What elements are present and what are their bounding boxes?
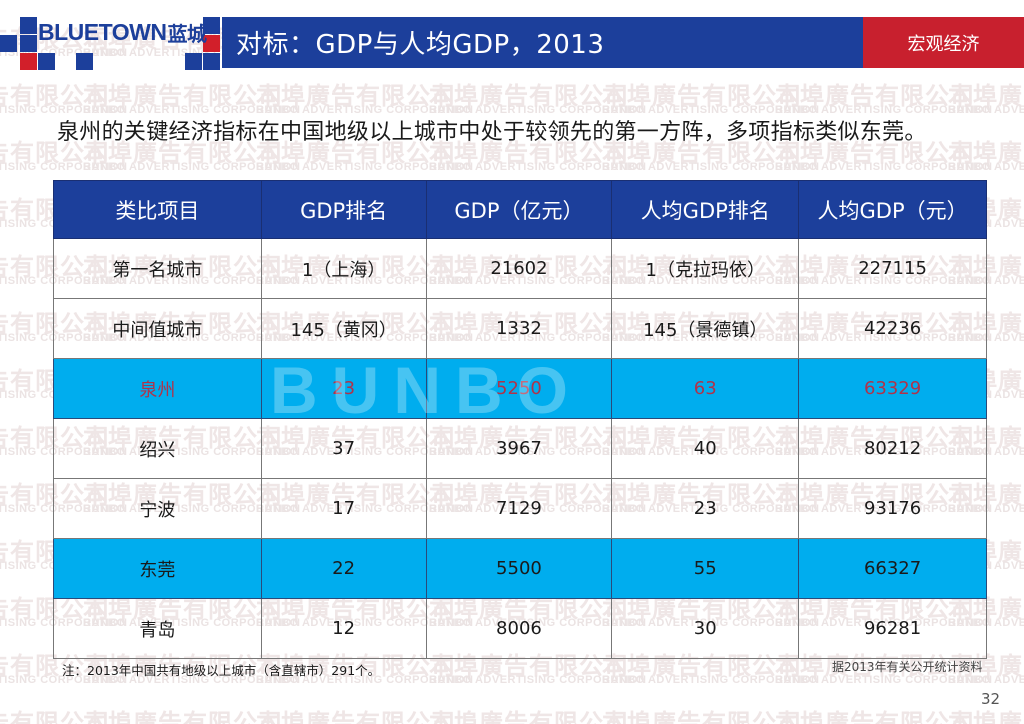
cell-gdp: 5250 (425, 358, 613, 419)
column-header: GDP（亿元） (425, 180, 613, 239)
column-header: 人均GDP（元） (798, 180, 987, 239)
cell-gdp-rank: 12 (260, 598, 427, 659)
cell-pc-rank: 23 (611, 478, 800, 539)
cell-gdp-rank: 37 (260, 418, 427, 479)
page-number: 32 (981, 690, 1001, 708)
cell-pc-gdp: 96281 (798, 598, 987, 659)
cell-pc-gdp: 42236 (798, 298, 987, 359)
table-row: 绍兴 37 3967 40 80212 (53, 418, 987, 479)
cell-gdp-rank: 22 (260, 538, 427, 599)
cell-pc-gdp: 63329 (798, 358, 987, 419)
table-row: 第一名城市 1（上海） 21602 1（克拉玛依） 227115 (53, 238, 987, 299)
cell-name: 青岛 (53, 598, 262, 659)
cell-gdp: 8006 (425, 598, 613, 659)
cell-gdp: 3967 (425, 418, 613, 479)
table-row: 宁波 17 7129 23 93176 (53, 478, 987, 539)
cell-name: 宁波 (53, 478, 262, 539)
table-row: 青岛 12 8006 30 96281 (53, 598, 987, 659)
section-tag: 宏观经济 (863, 17, 1024, 68)
cell-gdp: 5500 (425, 538, 613, 599)
logo-text: BLUETOWN (38, 19, 167, 45)
cell-pc-rank: 40 (611, 418, 800, 479)
cell-pc-rank: 1（克拉玛依） (611, 238, 800, 299)
cell-pc-rank: 30 (611, 598, 800, 659)
comparison-table: 类比项目 GDP排名 GDP（亿元） 人均GDP排名 人均GDP（元） 第一名城… (53, 180, 987, 659)
table-row-highlighted: 泉州 23 5250 63 63329 (53, 358, 987, 419)
subtitle: 泉州的关键经济指标在中国地级以上城市中处于较领先的第一方阵，多项指标类似东莞。 (57, 120, 927, 145)
section-label: 宏观经济 (907, 33, 980, 55)
cell-pc-rank: 55 (611, 538, 800, 599)
cell-name: 东莞 (53, 538, 262, 599)
cell-pc-gdp: 66327 (798, 538, 987, 599)
cell-name: 中间值城市 (53, 298, 262, 359)
cell-name: 绍兴 (53, 418, 262, 479)
cell-gdp: 7129 (425, 478, 613, 539)
column-header: 人均GDP排名 (611, 180, 800, 239)
column-header: 类比项目 (53, 180, 262, 239)
cell-pc-rank: 63 (611, 358, 800, 419)
brand-logo: BLUETOWN 蓝城 (38, 18, 207, 47)
page-title: 对标：GDP与人均GDP，2013 (236, 30, 605, 60)
title-bar: 对标：GDP与人均GDP，2013 (222, 17, 863, 68)
table-header-row: 类比项目 GDP排名 GDP（亿元） 人均GDP排名 人均GDP（元） (53, 180, 987, 239)
cell-gdp: 21602 (425, 238, 613, 299)
table-row-highlighted: 东莞 22 5500 55 66327 (53, 538, 987, 599)
cell-name: 泉州 (53, 358, 262, 419)
cell-pc-gdp: 80212 (798, 418, 987, 479)
cell-gdp-rank: 145（黄冈） (260, 298, 427, 359)
cell-pc-rank: 145（景德镇） (611, 298, 800, 359)
column-header: GDP排名 (260, 180, 427, 239)
source-note: 据2013年有关公开统计资料 (832, 660, 983, 674)
logo-cn: 蓝城 (167, 22, 207, 46)
cell-gdp: 1332 (425, 298, 613, 359)
table-row: 中间值城市 145（黄冈） 1332 145（景德镇） 42236 (53, 298, 987, 359)
cell-pc-gdp: 93176 (798, 478, 987, 539)
cell-name: 第一名城市 (53, 238, 262, 299)
cell-gdp-rank: 17 (260, 478, 427, 539)
footnote: 注：2013年中国共有地级以上城市（含直辖市）291个。 (62, 663, 381, 678)
cell-pc-gdp: 227115 (798, 238, 987, 299)
cell-gdp-rank: 1（上海） (260, 238, 427, 299)
cell-gdp-rank: 23 (260, 358, 427, 419)
